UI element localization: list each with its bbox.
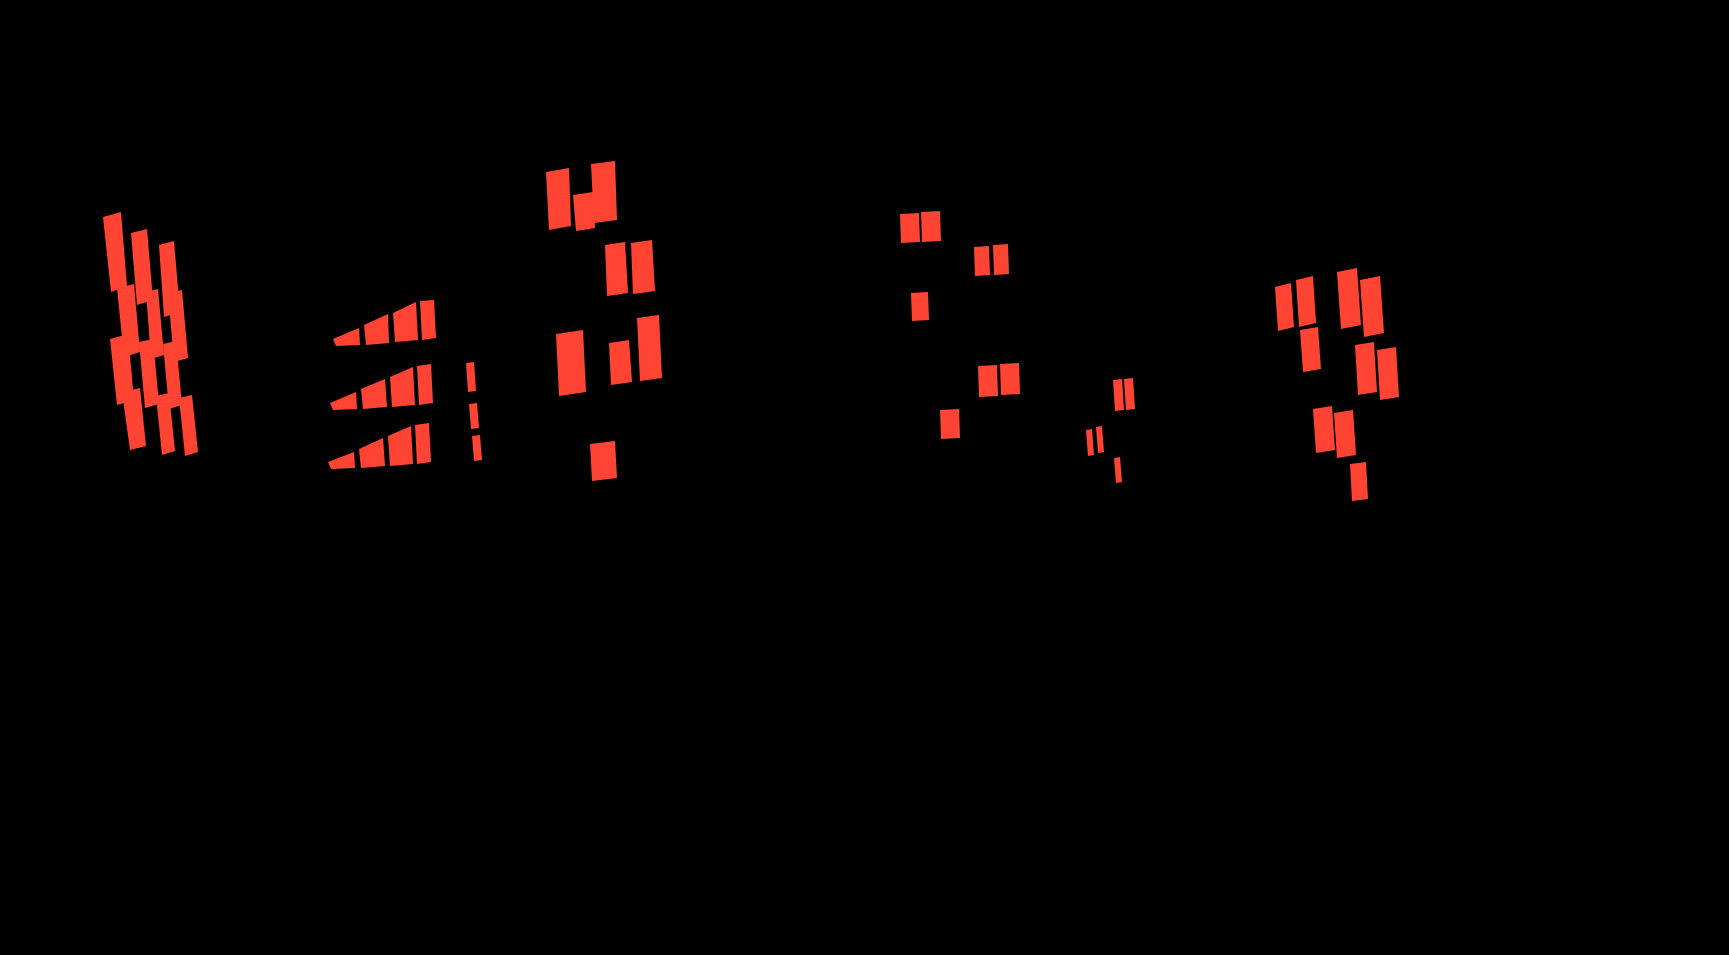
mask-region-c4-b6 — [978, 365, 998, 397]
mask-region-c2-thin-3 — [472, 435, 482, 461]
mask-region-t2 — [1096, 426, 1104, 453]
mask-region-c4-b1 — [900, 213, 920, 243]
mask-region-c2-r2-b1 — [330, 392, 357, 410]
mask-region-c4-b2 — [921, 211, 941, 242]
mask-region-c2-thin-2 — [469, 403, 479, 429]
mask-region-c3-b3 — [591, 161, 617, 223]
mask-region-c2-r3-b2 — [359, 438, 385, 468]
mask-region-c3-b6 — [556, 330, 586, 396]
mask-region-c3-b5 — [631, 240, 655, 294]
mask-region-c6-b3 — [1337, 268, 1361, 329]
mask-region-c4-b7 — [1000, 363, 1020, 395]
mask-region-c4-b3 — [974, 246, 990, 276]
mask-region-c2-r1-b2 — [364, 314, 389, 345]
mask-region-c2-r3-b3 — [388, 426, 413, 466]
mask-region-c4-b9 — [1113, 379, 1124, 411]
mask-region-c4-b8 — [940, 409, 960, 439]
mask-region-c1-r4-b1 — [122, 388, 146, 450]
mask-region-c6-b9 — [1334, 410, 1356, 458]
mask-region-c6-b6 — [1355, 342, 1377, 395]
mask-region-c6-b7 — [1377, 347, 1399, 400]
mask-regions-layer — [103, 161, 1399, 501]
mask-region-c1-r1-b2 — [131, 229, 153, 305]
mask-region-c1-r3-b1 — [110, 334, 134, 405]
mask-region-c2-r2-b4 — [417, 364, 433, 405]
mask-region-c3-b9 — [590, 441, 617, 481]
mask-region-c2-r3-b1 — [328, 452, 355, 469]
mask-region-c1-r3-b3 — [163, 341, 182, 409]
mask-region-c6-b4 — [1360, 276, 1384, 337]
mask-region-c6-b5 — [1300, 327, 1321, 372]
mask-region-c2-r1-b3 — [393, 302, 418, 342]
mask-region-c3-b8 — [637, 315, 662, 381]
mask-region-c4-b4 — [993, 244, 1009, 275]
mask-region-c2-r1-b4 — [420, 300, 436, 340]
mask-region-c3-b2 — [573, 192, 595, 231]
mask-region-c2-thin-1 — [466, 362, 476, 392]
mask-region-c1-r4-b3 — [179, 395, 198, 456]
mask-region-c2-r2-b3 — [390, 367, 415, 407]
mask-region-c2-r2-b2 — [361, 379, 387, 409]
mask-region-c1-r1-b1 — [103, 212, 127, 292]
mask-region-c3-b1 — [546, 168, 571, 230]
mask-region-c4-b5 — [911, 292, 929, 321]
mask-region-t1 — [1086, 429, 1094, 456]
mask-region-c6-b10 — [1350, 462, 1368, 501]
mask-region-c6-b1 — [1275, 283, 1294, 331]
mask-region-c2-r3-b4 — [415, 423, 431, 464]
mask-region-c3-b7 — [609, 340, 632, 385]
mask-region-c6-b2 — [1296, 276, 1316, 327]
mask-region-t3 — [1114, 457, 1122, 483]
mask-region-c2-r1-b1 — [333, 328, 360, 346]
mask-region-c1-r3-b2 — [139, 339, 159, 408]
mask-region-c1-r4-b2 — [156, 393, 175, 455]
mask-region-c4-b10 — [1124, 378, 1135, 410]
mask-region-c3-b4 — [605, 242, 628, 296]
mask-region-c6-b8 — [1313, 406, 1335, 453]
